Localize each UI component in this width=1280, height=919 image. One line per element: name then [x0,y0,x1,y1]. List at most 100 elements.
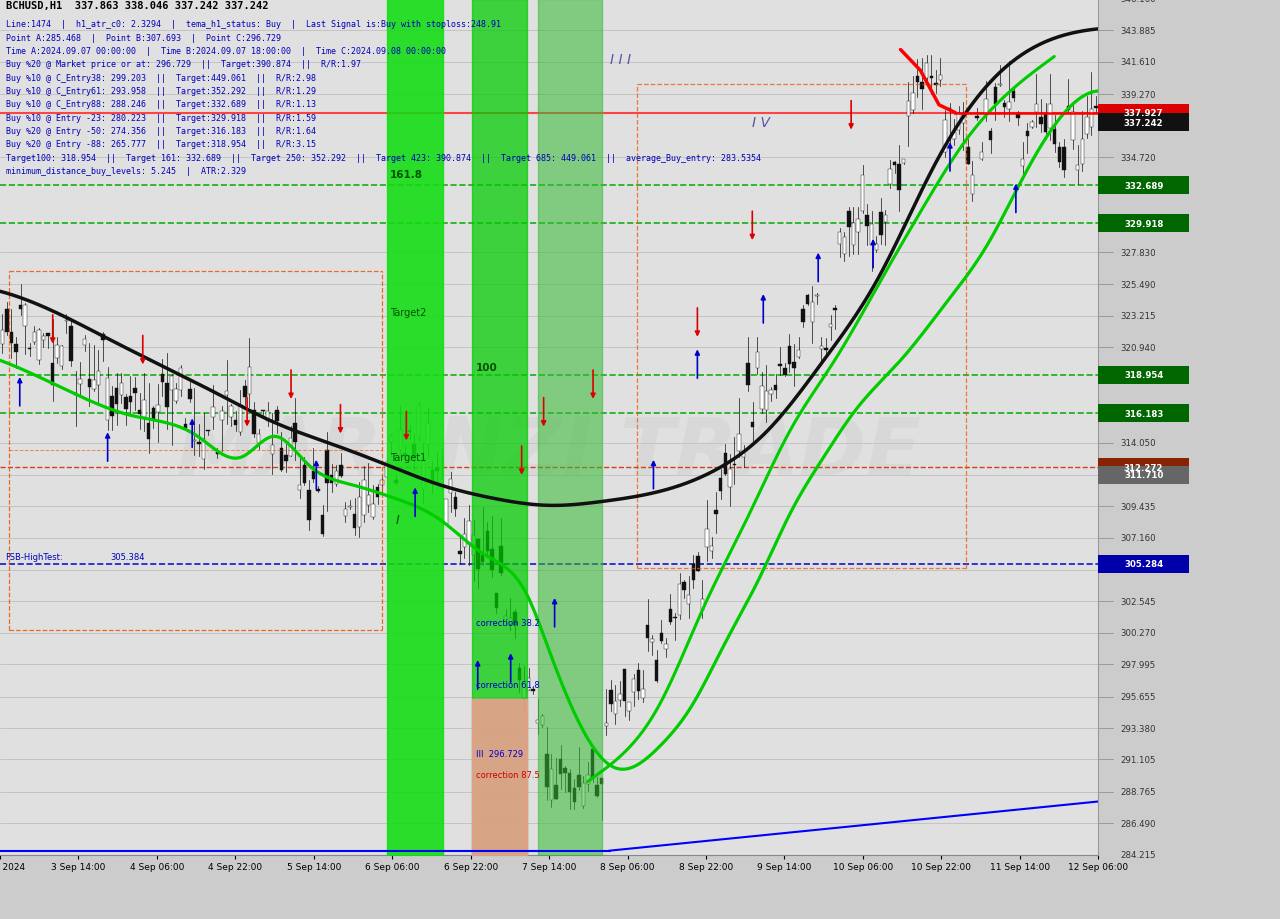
Bar [1007,103,1011,109]
Bar [1080,140,1084,165]
Bar [1012,92,1015,99]
Bar [947,109,951,110]
Bar [627,702,631,711]
Bar [1098,367,1189,384]
Text: I I I: I I I [609,53,631,67]
Bar [202,439,205,460]
Bar [133,389,137,394]
Text: 304.820: 304.820 [1120,566,1156,575]
Bar [641,689,645,698]
Bar [408,430,411,433]
Bar [513,612,517,625]
Bar [586,775,590,785]
Bar [247,368,251,395]
Text: Target100: 318.954  ||  Target 161: 332.689  ||  Target 250: 352.292  ||  Target: Target100: 318.954 || Target 161: 332.68… [6,153,762,163]
Text: 291.105: 291.105 [1120,755,1156,764]
Bar [275,411,279,422]
Bar [915,77,919,84]
Bar [906,102,910,117]
Bar [211,407,215,418]
Bar [55,346,59,359]
Bar [1098,176,1189,195]
Bar [655,660,658,681]
Text: Buy %20 @ Market price or at: 296.729  ||  Target:390.874  ||  R/R:1.97: Buy %20 @ Market price or at: 296.729 ||… [6,60,361,69]
Bar [435,468,439,471]
Bar [842,238,846,255]
Bar [563,767,567,773]
Bar [23,306,27,326]
Bar [952,132,956,140]
Bar [975,117,979,119]
Bar [188,390,192,400]
Bar [572,788,576,802]
Text: 309.435: 309.435 [1120,502,1156,511]
Bar [989,131,992,142]
Bar [696,557,700,572]
Bar [527,678,530,690]
Bar [559,759,562,774]
Text: minimum_distance_buy_levels: 5.245  |  ATR:2.329: minimum_distance_buy_levels: 5.245 | ATR… [6,167,246,176]
Text: correction 38.2: correction 38.2 [476,618,539,628]
Bar [719,479,722,491]
Bar [1021,160,1024,166]
Bar [69,327,73,362]
Bar [970,176,974,195]
Bar [46,334,50,336]
Bar [481,555,485,562]
Text: III  296.729: III 296.729 [476,750,522,759]
Bar [1044,115,1047,132]
Bar [394,481,398,483]
Bar [874,245,878,250]
Text: 346.160: 346.160 [1120,0,1156,5]
Bar [37,330,41,360]
Bar [289,439,292,456]
Bar [746,363,750,385]
Bar [344,509,347,516]
Text: Buy %10 @ C_Entry38: 299.203  ||  Target:449.061  ||  R/R:2.98: Buy %10 @ C_Entry38: 299.203 || Target:4… [6,74,316,83]
Bar [1030,123,1034,129]
Bar [238,405,242,432]
Bar [1066,108,1070,111]
Bar [824,348,828,351]
Bar [1071,113,1075,141]
Bar [348,506,352,508]
Text: 286.490: 286.490 [1120,819,1156,828]
Text: 311.710: 311.710 [1124,471,1164,480]
Bar [1098,114,1189,132]
Text: 341.610: 341.610 [1120,58,1156,67]
Text: 332.689: 332.689 [1124,181,1164,190]
Bar [417,405,420,437]
Bar [499,547,503,573]
Bar [664,645,668,649]
Bar [682,583,686,590]
Bar [165,384,169,407]
Bar [110,397,114,416]
Bar [508,618,512,625]
Text: 284.215: 284.215 [1120,850,1156,859]
Bar [1062,148,1066,171]
Bar [376,488,379,498]
Bar [1025,131,1029,136]
Bar [485,531,489,551]
Bar [920,83,924,90]
Bar [10,333,13,344]
Bar [124,397,128,409]
Text: Buy %20 @ Entry -88: 265.777  ||  Target:318.954  ||  R/R:3.15: Buy %20 @ Entry -88: 265.777 || Target:3… [6,140,316,149]
Bar [888,170,892,185]
Text: Buy %10 @ Entry -23: 280.223  ||  Target:329.918  ||  R/R:1.59: Buy %10 @ Entry -23: 280.223 || Target:3… [6,113,316,122]
Text: I V: I V [753,116,771,130]
Bar [847,211,851,228]
Bar [751,423,754,427]
Bar [449,480,452,494]
Text: 325.490: 325.490 [1120,280,1156,289]
Bar [668,609,672,623]
Bar [366,495,370,505]
Text: 305.284: 305.284 [1124,560,1164,569]
Text: 339.270: 339.270 [1120,91,1156,99]
Bar [206,431,210,432]
Bar [142,401,146,417]
Bar [787,346,791,364]
Bar [691,564,695,580]
Bar [659,633,663,641]
Bar [1076,165,1079,171]
